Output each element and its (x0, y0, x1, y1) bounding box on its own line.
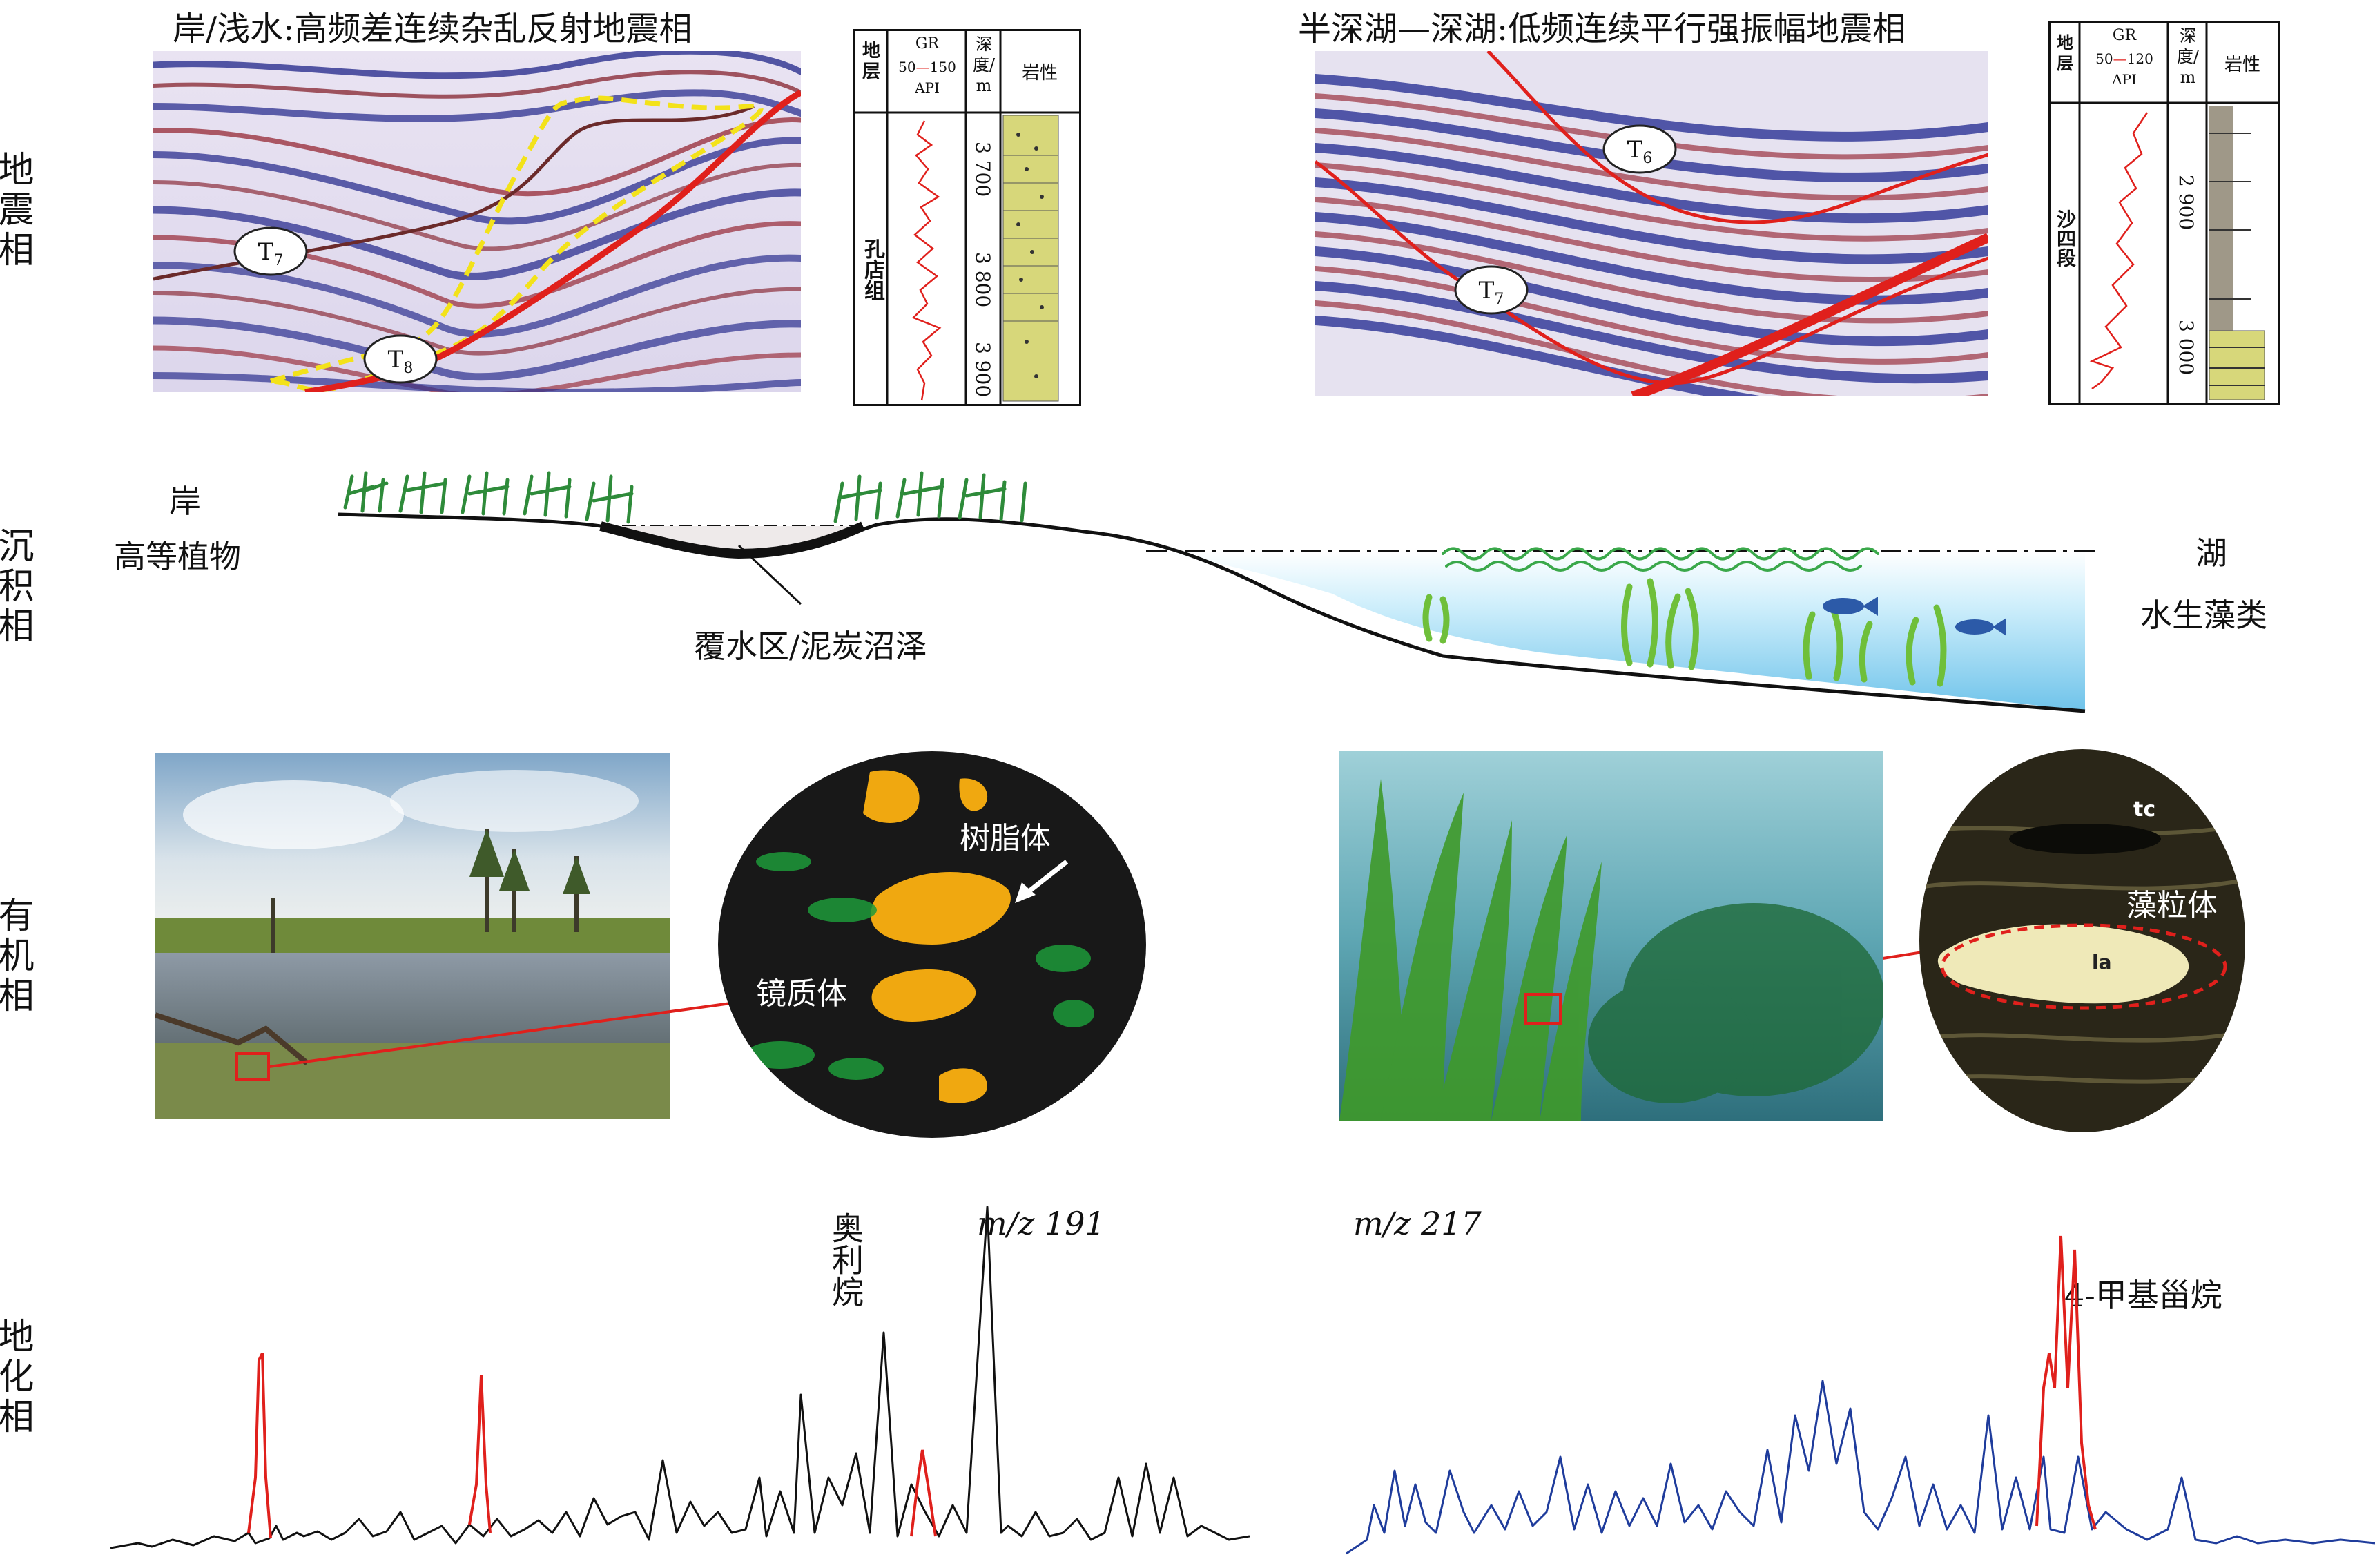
seismic-left-title: 岸/浅水:高频差连续杂乱反射地震相 (173, 10, 692, 48)
log-right-depth-1: 2 900 (2175, 175, 2198, 231)
marker-t6-right: T6 (1602, 124, 1677, 174)
higher-plants-label: 高等植物 (114, 538, 241, 575)
log-left-gr-header: GR (915, 35, 940, 52)
seismic-right-title: 半深湖—深湖:低频连续平行强振幅地震相 (1298, 10, 1906, 48)
sedimentary-cross-section (324, 463, 2099, 725)
log-right-gr-range: 50—120 (2095, 50, 2153, 67)
marker-t8-left: T8 (363, 334, 438, 384)
log-right-depth-2: 3 000 (2175, 320, 2198, 376)
marker-t7-right: T7 (1454, 265, 1529, 315)
log-left-lith-header: 岩性 (1021, 63, 1058, 84)
lake-label: 湖 (2195, 534, 2227, 572)
svg-text:T8: T8 (388, 346, 414, 377)
well-log-left: 地层 GR 50—150 API 深度/m 岩性 孔店组 3 700 3 800… (853, 29, 1081, 406)
log-left-depth-header: 深度/m (972, 35, 996, 95)
log-left-depth-3: 3 900 (971, 342, 994, 398)
tc-label: tc (2133, 797, 2156, 822)
shore-label: 岸 (169, 483, 201, 520)
methylsterane-label: 4-甲基甾烷 (2064, 1277, 2222, 1314)
log-right-formation: 沙四段 (2054, 209, 2077, 267)
log-left-depth-1: 3 700 (971, 142, 994, 197)
log-left-gr-unit: API (915, 79, 940, 96)
la-label: la (2092, 951, 2112, 974)
aquatic-algae-label: 水生藻类 (2140, 597, 2267, 634)
fish-icon (1955, 618, 2006, 636)
log-right-gr-unit: API (2112, 71, 2137, 88)
resinite-label: 树脂体 (960, 821, 1051, 856)
log-left-depth-2: 3 800 (971, 252, 994, 308)
chromatogram-m-z-191 (110, 1206, 1250, 1549)
vitrinite-label: 镜质体 (756, 976, 847, 1012)
row-label-geochemical: 地化相 (0, 1317, 33, 1438)
log-right-depth-header: 深度/m (2176, 26, 2200, 87)
log-left-gr-range: 50—150 (898, 59, 956, 75)
swamp-photo (155, 753, 670, 1119)
underwater-kelp-photo (1339, 751, 1883, 1121)
mz217-label: m/z 217 (1353, 1205, 1482, 1242)
fish-icon (1823, 597, 1878, 616)
row-label-sedimentary: 沉积相 (0, 527, 33, 647)
chromatogram-m-z-217 (1346, 1235, 2375, 1555)
mz191-label: m/z 191 (977, 1205, 1105, 1242)
oleanane-label: 奥利烷 (827, 1212, 864, 1307)
log-left-formation: 孔店组 (860, 238, 884, 300)
marker-t7-left: T7 (233, 226, 308, 276)
seismic-section-right: T6 T7 (1315, 51, 1988, 396)
row-label-organic: 有机相 (0, 896, 33, 1016)
resinite-micrograph: 树脂体 镜质体 (718, 751, 1146, 1138)
seismic-section-left: T7 T8 (153, 51, 801, 392)
well-log-right: 地层 GR 50—120 API 深度/m 岩性 沙四段 2 900 3 000 (2048, 21, 2280, 405)
row-label-seismic: 地震相 (0, 151, 33, 271)
alginite-label: 藻粒体 (2126, 888, 2218, 923)
log-right-lith-header: 岩性 (2224, 55, 2260, 75)
log-left-strata-header: 地层 (857, 41, 886, 82)
swamp-label: 覆水区/泥炭沼泽 (694, 628, 927, 665)
log-right-strata-header: 地层 (2057, 32, 2073, 73)
alginite-micrograph: tc 藻粒体 la (1919, 749, 2245, 1132)
log-right-gr-header: GR (2112, 27, 2137, 44)
